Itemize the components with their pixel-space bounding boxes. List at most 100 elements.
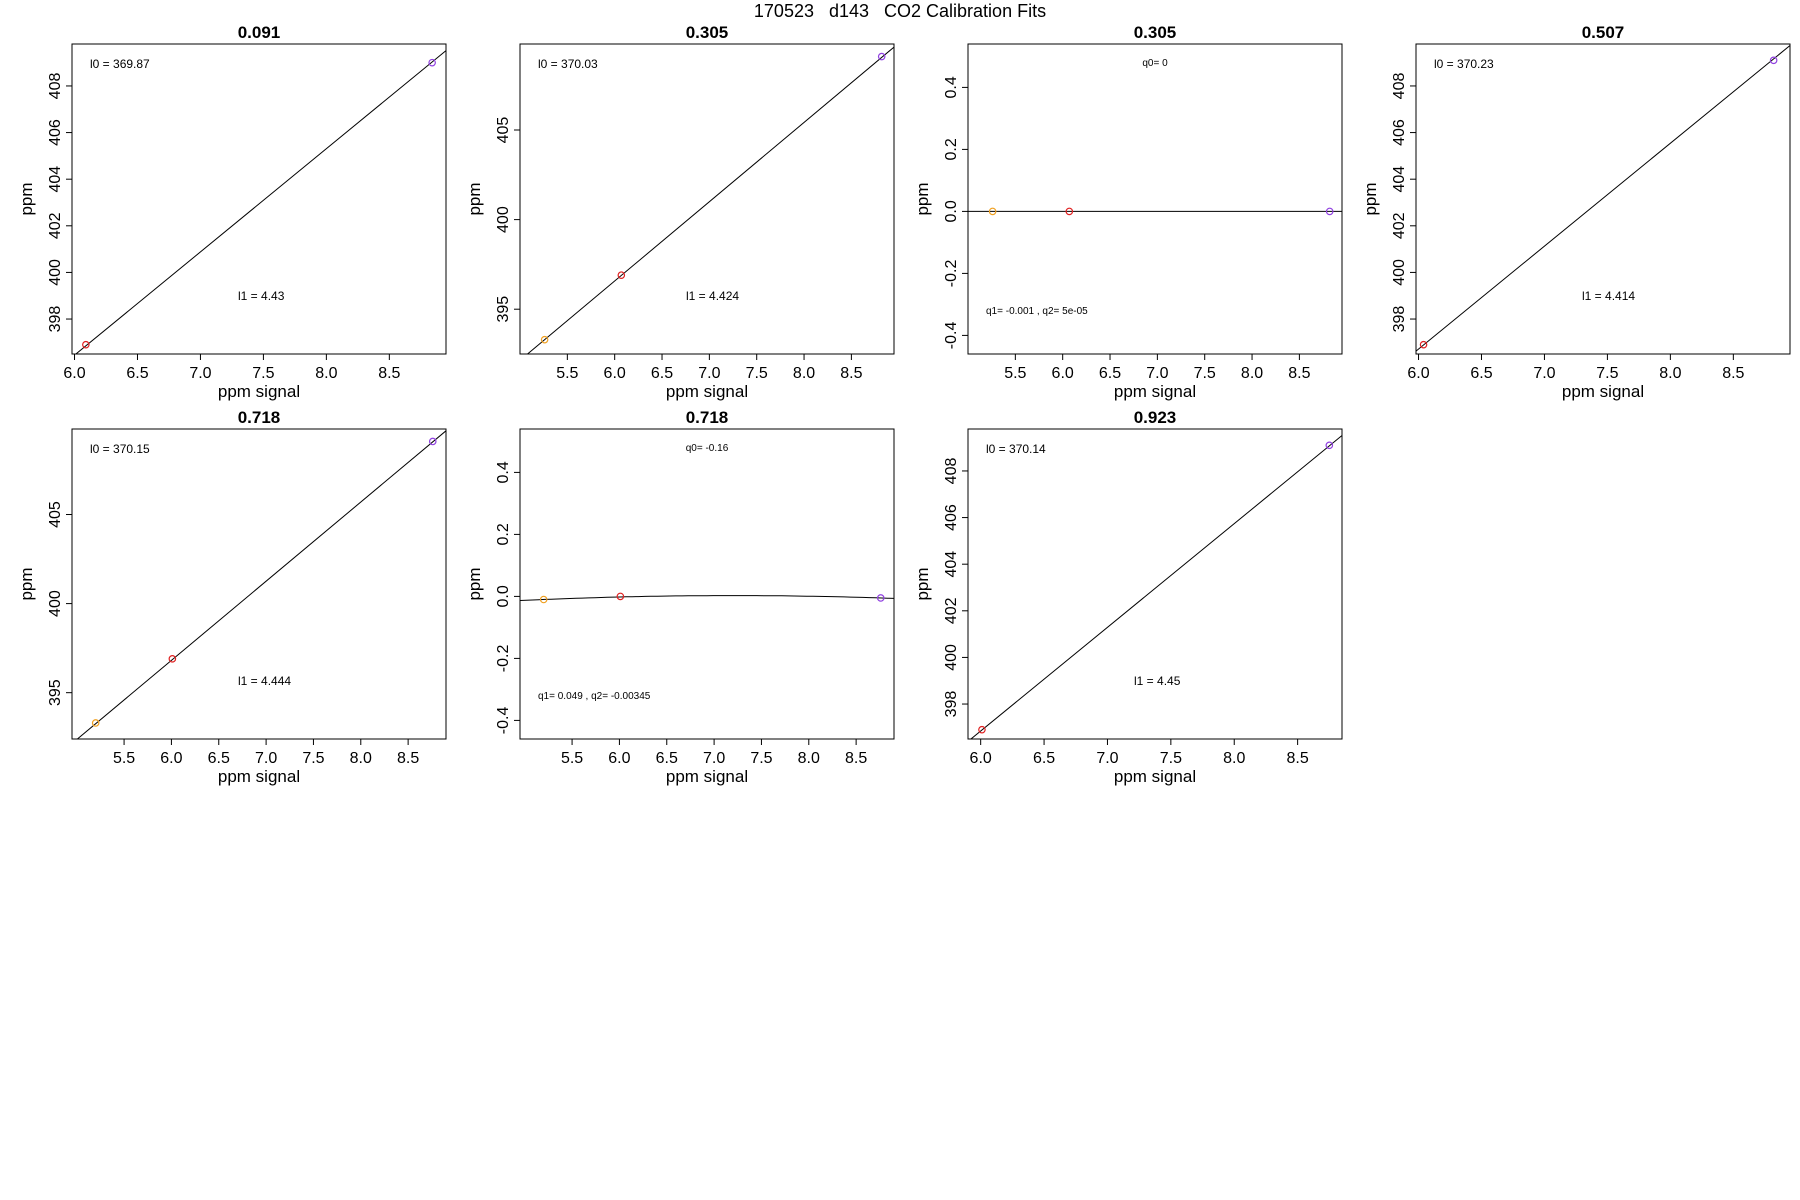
x-tick-label: 8.5 xyxy=(1722,365,1744,382)
y-axis-label: ppm xyxy=(465,182,484,215)
y-tick-label: 0.2 xyxy=(943,138,960,160)
fit-annotation: q0= 0 xyxy=(1142,58,1168,69)
x-tick-label: 7.5 xyxy=(746,365,768,382)
fit-line xyxy=(76,430,446,739)
plot-frame xyxy=(71,43,447,355)
x-tick-label: 8.5 xyxy=(1288,365,1310,382)
x-tick-label: 8.0 xyxy=(798,750,820,767)
y-tick-label: 0.4 xyxy=(495,461,512,483)
x-tick-label: 8.0 xyxy=(1659,365,1681,382)
x-tick-label: 6.0 xyxy=(63,365,85,382)
fit-annotation: q1= -0.001 , q2= 5e-05 xyxy=(986,306,1088,317)
y-tick-label: -0.2 xyxy=(495,645,512,673)
y-tick-label: 400 xyxy=(47,590,64,617)
y-axis-label: ppm xyxy=(465,567,484,600)
x-tick-label: 7.0 xyxy=(1146,365,1168,382)
x-tick-label: 8.5 xyxy=(1287,750,1309,767)
x-axis-label: ppm signal xyxy=(1114,382,1196,401)
y-tick-label: -0.4 xyxy=(495,707,512,735)
plot-frame xyxy=(1415,43,1791,355)
y-tick-label: 402 xyxy=(47,212,64,239)
x-tick-label: 7.0 xyxy=(1096,750,1118,767)
panel-title: 0.305 xyxy=(686,23,729,42)
x-tick-label: 6.0 xyxy=(970,750,992,767)
fit-annotation: l1 = 4.45 xyxy=(1134,674,1181,688)
x-tick-label: 6.5 xyxy=(208,750,230,767)
data-point xyxy=(539,595,548,604)
fit-annotation: l0 = 370.15 xyxy=(90,442,150,456)
data-point xyxy=(616,592,625,601)
data-point xyxy=(1325,207,1334,216)
data-point xyxy=(1769,56,1778,65)
y-tick-label: 395 xyxy=(47,679,64,706)
x-tick-label: 6.0 xyxy=(160,750,182,767)
panel-title: 0.718 xyxy=(238,408,281,427)
x-axis-label: ppm signal xyxy=(666,767,748,786)
x-tick-label: 7.5 xyxy=(750,750,772,767)
y-tick-label: 0.2 xyxy=(495,523,512,545)
data-point xyxy=(82,340,90,349)
x-tick-label: 7.0 xyxy=(189,365,211,382)
x-tick-label: 5.5 xyxy=(556,365,578,382)
x-tick-label: 7.5 xyxy=(1160,750,1182,767)
y-tick-label: 398 xyxy=(47,306,64,333)
figure-title: 170523 d143 CO2 Calibration Fits xyxy=(753,1,1047,21)
fit-line xyxy=(75,50,446,354)
x-tick-label: 6.5 xyxy=(651,365,673,382)
y-tick-label: 405 xyxy=(47,501,64,528)
fit-annotation: l0 = 369.87 xyxy=(90,57,150,71)
x-tick-label: 7.5 xyxy=(1194,365,1216,382)
x-tick-label: 8.0 xyxy=(1223,750,1245,767)
y-tick-label: 0.4 xyxy=(943,76,960,98)
fit-line xyxy=(520,595,894,601)
x-axis-label: ppm signal xyxy=(218,767,300,786)
y-axis-label: ppm xyxy=(17,182,36,215)
x-tick-label: 8.0 xyxy=(315,365,337,382)
y-tick-label: -0.4 xyxy=(943,322,960,350)
panel-title: 0.507 xyxy=(1582,23,1625,42)
x-tick-label: 6.5 xyxy=(126,365,148,382)
fit-annotation: q0= -0.16 xyxy=(686,443,729,454)
y-tick-label: 395 xyxy=(495,296,512,323)
x-tick-label: 6.0 xyxy=(1407,365,1429,382)
x-tick-label: 5.5 xyxy=(561,750,583,767)
y-tick-label: 405 xyxy=(495,117,512,144)
y-tick-label: 408 xyxy=(47,73,64,100)
x-tick-label: 8.5 xyxy=(397,750,419,767)
y-tick-label: 400 xyxy=(1391,259,1408,286)
fit-line xyxy=(970,435,1342,739)
x-tick-label: 6.5 xyxy=(1470,365,1492,382)
fit-annotation: l0 = 370.23 xyxy=(1434,57,1494,71)
x-axis-label: ppm signal xyxy=(1562,382,1644,401)
panel-title: 0.923 xyxy=(1134,408,1177,427)
data-point xyxy=(168,655,177,663)
data-point xyxy=(1065,207,1074,216)
x-tick-label: 8.0 xyxy=(793,365,815,382)
y-tick-label: 404 xyxy=(47,166,64,193)
y-tick-label: 400 xyxy=(943,644,960,671)
data-point xyxy=(428,437,437,446)
x-tick-label: 7.0 xyxy=(698,365,720,382)
fit-annotation: l0 = 370.03 xyxy=(538,57,598,71)
x-tick-label: 6.0 xyxy=(604,365,626,382)
panel-title: 0.718 xyxy=(686,408,729,427)
y-axis-label: ppm xyxy=(913,182,932,215)
y-axis-label: ppm xyxy=(913,567,932,600)
y-tick-label: 406 xyxy=(1391,119,1408,146)
x-tick-label: 8.0 xyxy=(350,750,372,767)
x-tick-label: 7.5 xyxy=(1596,365,1618,382)
y-tick-label: 406 xyxy=(943,504,960,531)
y-tick-label: 0.0 xyxy=(943,200,960,222)
x-tick-label: 6.5 xyxy=(1033,750,1055,767)
y-tick-label: 400 xyxy=(495,206,512,233)
data-point xyxy=(91,719,100,727)
y-tick-label: 398 xyxy=(943,691,960,718)
x-axis-label: ppm signal xyxy=(218,382,300,401)
panel-title: 0.091 xyxy=(238,23,281,42)
x-tick-label: 8.5 xyxy=(840,365,862,382)
fit-annotation: q1= 0.049 , q2= -0.00345 xyxy=(538,691,651,702)
fit-annotation: l1 = 4.414 xyxy=(1582,289,1635,303)
x-tick-label: 7.5 xyxy=(302,750,324,767)
data-point xyxy=(1419,340,1428,349)
